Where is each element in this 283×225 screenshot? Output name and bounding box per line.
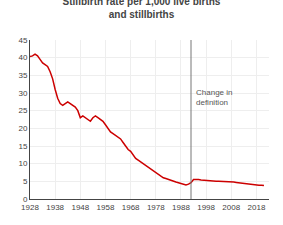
svg-text:1998: 1998 — [197, 203, 215, 212]
svg-text:1978: 1978 — [147, 203, 165, 212]
svg-text:1948: 1948 — [71, 203, 89, 212]
svg-text:10: 10 — [18, 159, 27, 168]
svg-text:1928: 1928 — [21, 203, 39, 212]
svg-text:2018: 2018 — [248, 203, 266, 212]
svg-text:0: 0 — [23, 195, 28, 204]
svg-text:1968: 1968 — [122, 203, 140, 212]
svg-text:1938: 1938 — [46, 203, 64, 212]
svg-text:35: 35 — [18, 71, 27, 80]
svg-text:25: 25 — [18, 106, 27, 115]
svg-text:5: 5 — [23, 177, 28, 186]
svg-text:30: 30 — [18, 89, 27, 98]
svg-text:1958: 1958 — [97, 203, 115, 212]
svg-text:15: 15 — [18, 142, 27, 151]
svg-text:1988: 1988 — [172, 203, 190, 212]
svg-text:40: 40 — [18, 53, 27, 62]
svg-text:Stillbirth rate per 1,000 live: Stillbirth rate per 1,000 live birthsand… — [63, 0, 221, 20]
svg-text:2008: 2008 — [222, 203, 240, 212]
svg-text:20: 20 — [18, 124, 27, 133]
svg-text:45: 45 — [18, 36, 27, 45]
svg-text:Change indefinition: Change indefinition — [196, 88, 232, 107]
